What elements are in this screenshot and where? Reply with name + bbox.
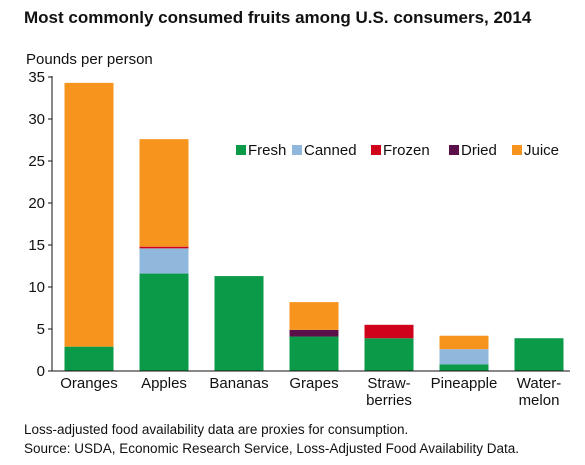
legend-item-frozen: Frozen <box>371 142 430 159</box>
y-tick-label: 5 <box>37 321 45 338</box>
x-tick-label: Pineapple <box>431 375 498 392</box>
chart-title: Most commonly consumed fruits among U.S.… <box>24 8 532 27</box>
bar-segment-frozen <box>364 324 414 339</box>
footnote: Loss-adjusted food availability data are… <box>24 420 519 458</box>
legend-swatch <box>371 145 381 155</box>
footnote-note: Loss-adjusted food availability data are… <box>24 422 409 437</box>
legend-swatch <box>449 145 459 155</box>
bar-segment-fresh <box>364 338 414 371</box>
x-tick-label: Water-melon <box>517 375 561 409</box>
x-tick-label: Apples <box>141 375 187 392</box>
y-tick-label: 25 <box>28 153 45 170</box>
x-tick-label: Bananas <box>209 375 268 392</box>
legend-label: Dried <box>461 142 497 159</box>
legend-item-fresh: Fresh <box>236 142 286 159</box>
legend-swatch <box>512 145 522 155</box>
y-tick-label: 35 <box>28 69 45 86</box>
legend-label: Canned <box>304 142 357 159</box>
bar-segment-dried <box>289 329 339 337</box>
y-tick-label: 30 <box>28 111 45 128</box>
bar-segment-fresh <box>514 338 564 371</box>
bar-segment-juice <box>289 302 339 330</box>
x-tick-label: Oranges <box>60 375 118 392</box>
legend-label: Fresh <box>248 142 286 159</box>
y-tick-label: 15 <box>28 237 45 254</box>
bar-segment-canned <box>439 349 489 365</box>
bar-segment-fresh <box>439 364 489 371</box>
legend-item-canned: Canned <box>292 142 357 159</box>
bar-segment-fresh <box>214 276 264 371</box>
legend-swatch <box>236 145 246 155</box>
legend-item-dried: Dried <box>449 142 497 159</box>
bar-segment-juice <box>64 82 114 347</box>
legend-item-juice: Juice <box>512 142 559 159</box>
legend: Fresh Canned Frozen Dried Juice <box>236 142 559 159</box>
legend-swatch <box>292 145 302 155</box>
x-axis: Oranges Apples Bananas Grapes Straw-berries P… <box>52 370 570 409</box>
y-axis-title: Pounds per person <box>26 51 153 68</box>
y-tick-label: 10 <box>28 279 45 296</box>
footnote-source: Source: USDA, Economic Research Service,… <box>24 441 519 456</box>
bar-segment-fresh <box>289 336 339 371</box>
bars <box>64 82 564 371</box>
x-tick-label: Straw-berries <box>366 375 412 409</box>
y-tick-label: 0 <box>37 363 45 380</box>
bar-segment-canned <box>139 248 189 274</box>
legend-label: Juice <box>524 142 559 159</box>
bar-segment-frozen <box>139 246 189 249</box>
x-tick-label: Grapes <box>289 375 338 392</box>
y-tick-label: 20 <box>28 195 45 212</box>
bar-segment-juice <box>139 139 189 247</box>
bar-segment-fresh <box>64 346 114 371</box>
bar-segment-fresh <box>139 273 189 371</box>
y-axis: 0 5 10 15 20 25 30 35 <box>28 69 53 380</box>
legend-label: Frozen <box>383 142 430 159</box>
bar-segment-juice <box>439 335 489 350</box>
